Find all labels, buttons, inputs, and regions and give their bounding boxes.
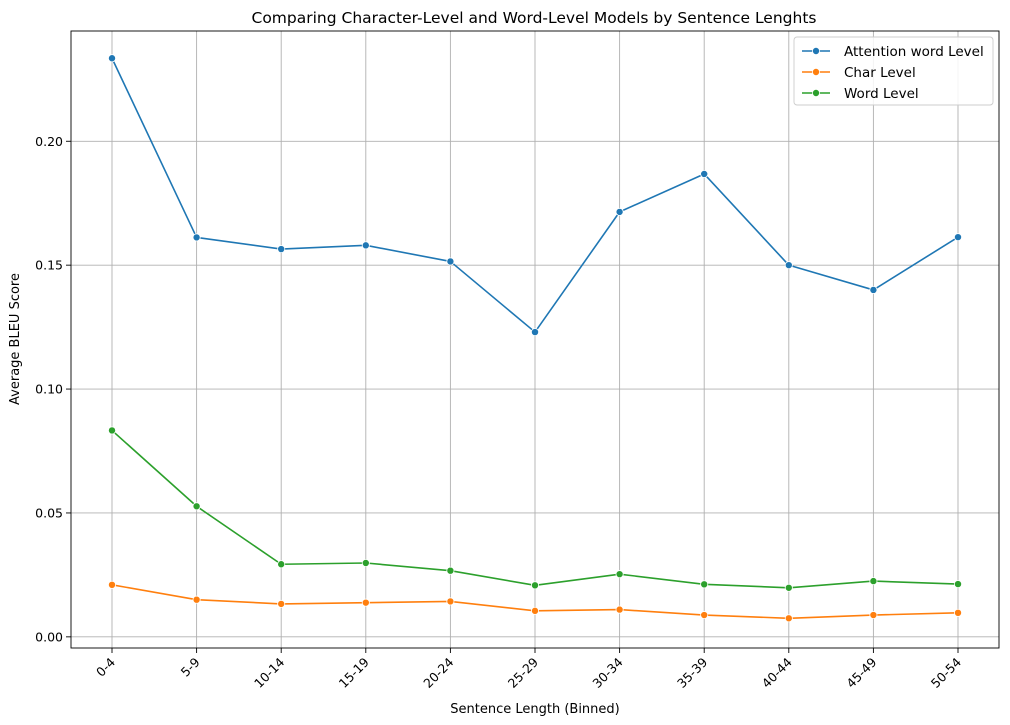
data-point [869, 285, 878, 294]
data-point [361, 241, 370, 250]
data-point [784, 261, 793, 270]
x-tick-label: 0-4 [93, 654, 118, 679]
x-tick-label: 35-39 [674, 654, 710, 690]
x-axis-ticks: 0-4 5-9 10-14 15-19 20-24 25-29 30-34 35-39 40-4… [93, 648, 964, 691]
data-point [954, 608, 963, 617]
data-point [108, 426, 117, 435]
x-tick-label: 30-34 [589, 654, 625, 690]
data-point [615, 605, 624, 614]
data-point [108, 580, 117, 589]
legend-marker [812, 47, 821, 56]
data-point [277, 560, 286, 569]
data-point [192, 502, 201, 511]
data-point [192, 233, 201, 242]
data-point [361, 598, 370, 607]
y-tick-label: 0.15 [35, 258, 63, 273]
x-tick-label: 15-19 [336, 654, 372, 690]
x-tick-label: 10-14 [251, 654, 287, 690]
x-tick-label: 25-29 [505, 654, 541, 690]
y-tick-label: 0.00 [35, 629, 63, 644]
data-point [615, 207, 624, 216]
data-point [700, 169, 709, 178]
data-point [192, 595, 201, 604]
x-tick-label: 5-9 [178, 654, 203, 679]
data-point [700, 611, 709, 620]
data-point [446, 257, 455, 266]
x-tick-label: 20-24 [420, 654, 456, 690]
data-point [531, 581, 540, 590]
series-2 [108, 426, 963, 592]
gridlines [71, 31, 999, 648]
data-point [531, 606, 540, 615]
data-point [615, 570, 624, 579]
data-point [446, 597, 455, 606]
y-axis-label: Average BLEU Score [8, 273, 23, 405]
x-axis-label: Sentence Length (Binned) [450, 702, 619, 717]
legend-marker [812, 68, 821, 77]
y-axis-ticks: 0.00 0.05 0.10 0.15 0.20 [35, 134, 71, 644]
series-1 [108, 580, 963, 623]
data-point [784, 614, 793, 623]
data-point [446, 566, 455, 575]
y-tick-label: 0.10 [35, 382, 63, 397]
legend-marker [812, 89, 821, 98]
data-point [869, 577, 878, 586]
legend-label: Char Level [844, 65, 916, 81]
data-point [108, 54, 117, 63]
data-point [869, 611, 878, 620]
y-tick-label: 0.20 [35, 134, 63, 149]
legend-box [793, 36, 994, 106]
legend-label: Word Level [844, 86, 919, 102]
legend: Attention word Level Char Level Word Level [793, 36, 994, 106]
series-lines [108, 54, 963, 623]
legend-label: Attention word Level [844, 44, 984, 60]
data-point [531, 328, 540, 337]
x-tick-label: 45-49 [843, 654, 879, 690]
y-tick-label: 0.05 [35, 505, 63, 520]
x-tick-label: 40-44 [759, 654, 795, 690]
data-point [361, 559, 370, 568]
data-point [954, 580, 963, 589]
x-tick-label: 50-54 [928, 654, 964, 690]
data-point [277, 245, 286, 254]
data-point [784, 583, 793, 592]
series-0 [108, 54, 963, 337]
chart-title: Comparing Character-Level and Word-Level… [252, 9, 817, 27]
data-point [700, 580, 709, 589]
data-point [277, 599, 286, 608]
data-point [954, 233, 963, 242]
